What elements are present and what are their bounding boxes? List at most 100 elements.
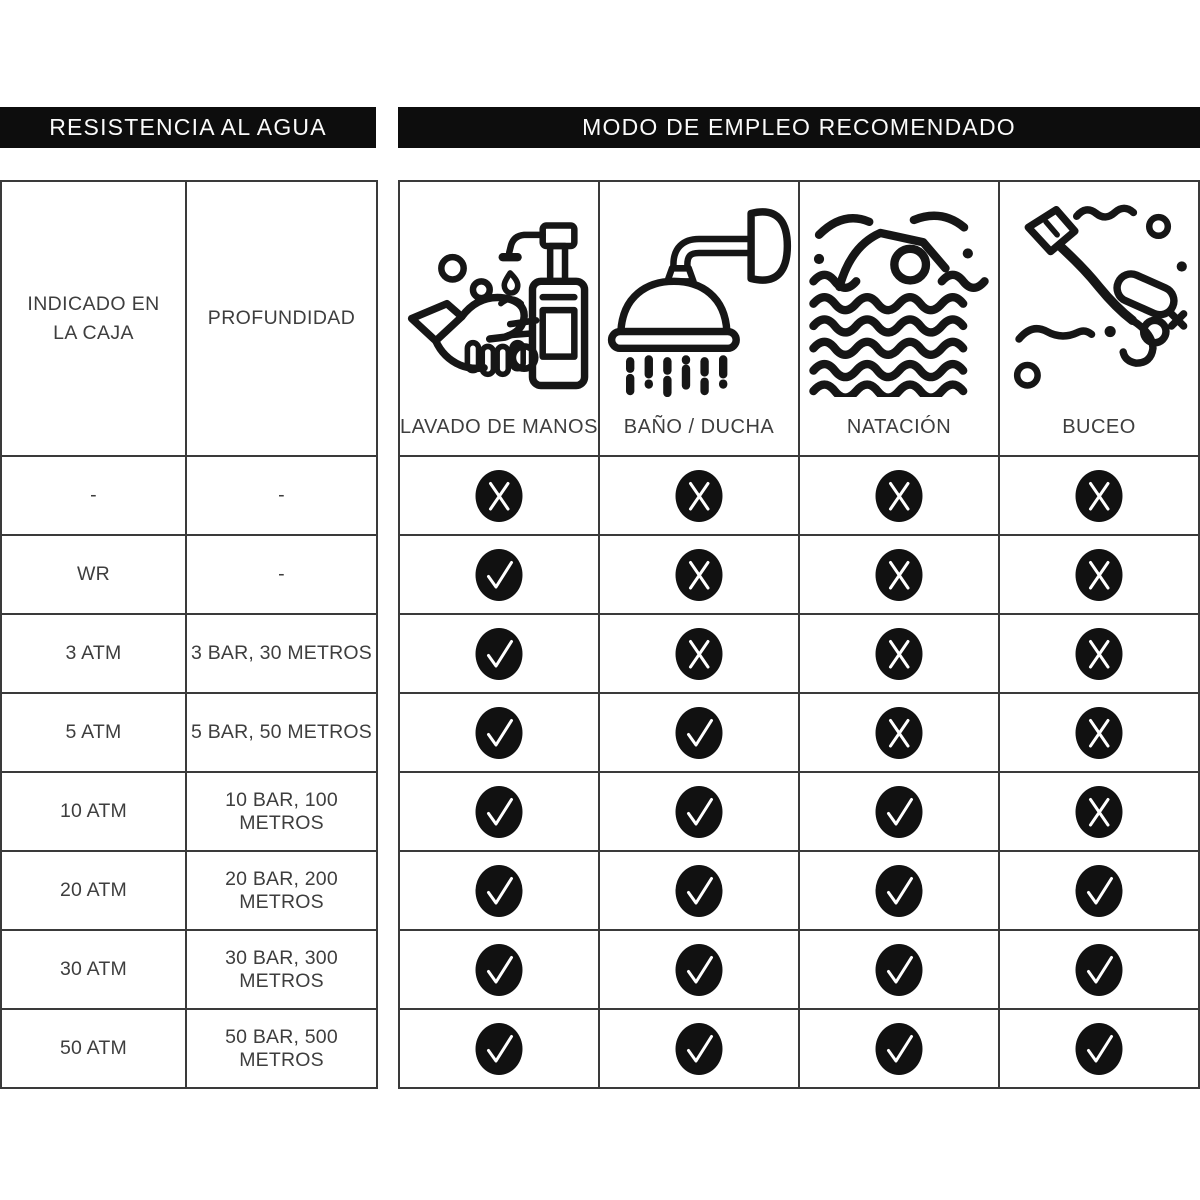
- cross-icon: [1075, 469, 1123, 522]
- check-icon: [475, 785, 523, 838]
- activity-label: BUCEO: [1062, 416, 1136, 438]
- activity-header-diving: BUCEO: [1000, 182, 1200, 457]
- case-marking-cell: 3 ATM: [2, 615, 187, 694]
- activity-header-shower: BAÑO / DUCHA: [600, 182, 800, 457]
- right-header-bar: MODO DE EMPLEO RECOMENDADO: [398, 107, 1200, 148]
- right-header-title: MODO DE EMPLEO RECOMENDADO: [582, 114, 1016, 140]
- allowed-mark-cell: [800, 773, 1000, 852]
- check-icon: [875, 1022, 923, 1075]
- not-allowed-mark-cell: [1000, 773, 1200, 852]
- depth-cell: -: [187, 536, 378, 615]
- allowed-mark-cell: [800, 1010, 1000, 1089]
- allowed-mark-cell: [600, 773, 800, 852]
- allowed-mark-cell: [600, 1010, 800, 1089]
- not-allowed-mark-cell: [800, 457, 1000, 536]
- check-icon: [1075, 1022, 1123, 1075]
- not-allowed-mark-cell: [600, 536, 800, 615]
- activity-label: NATACIÓN: [846, 416, 952, 438]
- depth-cell: 10 BAR, 100 METROS: [187, 773, 378, 852]
- check-icon: [475, 548, 523, 601]
- cross-icon: [1075, 785, 1123, 838]
- check-icon: [675, 1022, 723, 1075]
- check-icon: [875, 785, 923, 838]
- check-icon: [675, 943, 723, 996]
- cross-icon: [675, 469, 723, 522]
- column-header-depth: PROFUNDIDAD: [187, 182, 378, 457]
- cross-icon: [875, 469, 923, 522]
- left-header-bar: RESISTENCIA AL AGUA: [0, 107, 376, 148]
- case-marking-cell: -: [2, 457, 187, 536]
- check-icon: [675, 706, 723, 759]
- depth-cell: 3 BAR, 30 METROS: [187, 615, 378, 694]
- cross-icon: [1075, 548, 1123, 601]
- cross-icon: [1075, 627, 1123, 680]
- cross-icon: [875, 548, 923, 601]
- check-icon: [475, 864, 523, 917]
- check-icon: [475, 943, 523, 996]
- not-allowed-mark-cell: [1000, 615, 1200, 694]
- allowed-mark-cell: [600, 931, 800, 1010]
- depth-cell: 30 BAR, 300 METROS: [187, 931, 378, 1010]
- allowed-mark-cell: [800, 931, 1000, 1010]
- check-icon: [675, 864, 723, 917]
- not-allowed-mark-cell: [1000, 694, 1200, 773]
- allowed-mark-cell: [1000, 1010, 1200, 1089]
- swimming-icon: [809, 211, 989, 397]
- diving-icon: [1013, 204, 1188, 389]
- allowed-mark-cell: [1000, 852, 1200, 931]
- cross-icon: [675, 627, 723, 680]
- allowed-mark-cell: [400, 852, 600, 931]
- case-marking-cell: 5 ATM: [2, 694, 187, 773]
- activity-header-hand-washing: LAVADO DE MANOS: [400, 182, 600, 457]
- depth-cell: 5 BAR, 50 METROS: [187, 694, 378, 773]
- check-icon: [1075, 943, 1123, 996]
- allowed-mark-cell: [400, 1010, 600, 1089]
- check-icon: [475, 627, 523, 680]
- cross-icon: [675, 548, 723, 601]
- depth-cell: 50 BAR, 500 METROS: [187, 1010, 378, 1089]
- cross-icon: [475, 469, 523, 522]
- not-allowed-mark-cell: [800, 615, 1000, 694]
- allowed-mark-cell: [400, 536, 600, 615]
- depth-cell: 20 BAR, 200 METROS: [187, 852, 378, 931]
- allowed-mark-cell: [400, 615, 600, 694]
- activity-header-swimming: NATACIÓN: [800, 182, 1000, 457]
- not-allowed-mark-cell: [1000, 457, 1200, 536]
- not-allowed-mark-cell: [600, 615, 800, 694]
- shower-icon: [607, 208, 792, 397]
- case-marking-cell: 30 ATM: [2, 931, 187, 1010]
- usage-table: LAVADO DE MANOS: [398, 180, 1200, 1089]
- depth-cell: -: [187, 457, 378, 536]
- allowed-mark-cell: [800, 852, 1000, 931]
- activity-label: BAÑO / DUCHA: [623, 416, 775, 438]
- check-icon: [475, 706, 523, 759]
- cross-icon: [875, 627, 923, 680]
- allowed-mark-cell: [400, 931, 600, 1010]
- check-icon: [875, 864, 923, 917]
- case-marking-cell: WR: [2, 536, 187, 615]
- case-marking-cell: 10 ATM: [2, 773, 187, 852]
- column-header-case-marking: INDICADO EN LA CAJA: [2, 182, 187, 457]
- allowed-mark-cell: [600, 694, 800, 773]
- not-allowed-mark-cell: [1000, 536, 1200, 615]
- check-icon: [1075, 864, 1123, 917]
- activity-label: LAVADO DE MANOS: [400, 416, 598, 438]
- check-icon: [875, 943, 923, 996]
- not-allowed-mark-cell: [600, 457, 800, 536]
- allowed-mark-cell: [400, 773, 600, 852]
- check-icon: [675, 785, 723, 838]
- not-allowed-mark-cell: [800, 694, 1000, 773]
- not-allowed-mark-cell: [400, 457, 600, 536]
- cross-icon: [875, 706, 923, 759]
- hand-washing-icon: [407, 222, 589, 390]
- case-marking-cell: 20 ATM: [2, 852, 187, 931]
- check-icon: [475, 1022, 523, 1075]
- allowed-mark-cell: [600, 852, 800, 931]
- not-allowed-mark-cell: [800, 536, 1000, 615]
- cross-icon: [1075, 706, 1123, 759]
- case-marking-cell: 50 ATM: [2, 1010, 187, 1089]
- allowed-mark-cell: [1000, 931, 1200, 1010]
- allowed-mark-cell: [400, 694, 600, 773]
- left-header-title: RESISTENCIA AL AGUA: [49, 114, 327, 140]
